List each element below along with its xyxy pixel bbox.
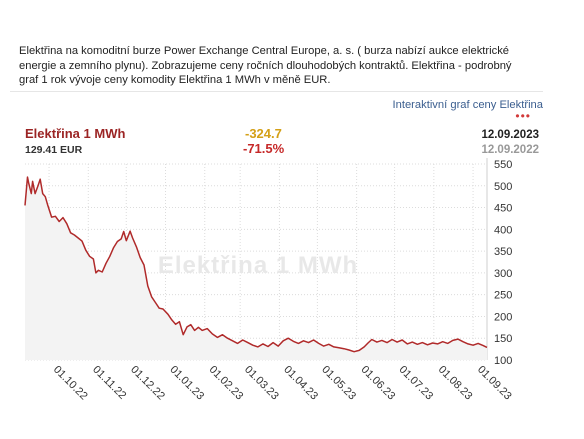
chart-panel: Interaktivní graf ceny Elektřina ••• Ele… (10, 91, 543, 439)
y-tick-label: 400 (494, 224, 512, 236)
x-tick-label: 01.05.23 (319, 364, 358, 403)
intro-line-1: Elektřina na komoditní burze Power Excha… (19, 45, 510, 57)
intro-text: Elektřina na komoditní burze Power Excha… (19, 44, 559, 88)
chart-watermark: Elektřina 1 MWh (158, 252, 358, 279)
series-area (25, 177, 487, 360)
more-dots-icon[interactable]: ••• (515, 109, 531, 123)
change-percent: -71.5% (243, 141, 285, 156)
x-tick-label: 01.10.22 (51, 364, 90, 403)
x-tick-label: 01.07.23 (396, 364, 435, 403)
x-tick-label: 01.11.22 (90, 364, 128, 402)
intro-line-3: graf 1 rok vývoje ceny komodity Elektřin… (19, 74, 331, 86)
y-tick-label: 350 (494, 246, 512, 258)
date-previous: 12.09.2022 (481, 144, 539, 156)
commodity-name: Elektřina 1 MWh (25, 126, 125, 141)
x-tick-label: 01.04.23 (281, 364, 320, 403)
y-tick-label: 200 (494, 311, 512, 323)
x-tick-label: 01.09.23 (475, 364, 514, 403)
current-price: 129.41 EUR (25, 144, 83, 156)
x-tick-label: 01.06.23 (359, 364, 398, 403)
x-tick-label: 01.12.22 (128, 364, 167, 403)
x-tick-label: 01.03.23 (242, 364, 281, 403)
y-tick-label: 100 (494, 355, 512, 367)
change-absolute: -324.7 (245, 126, 282, 141)
y-tick-label: 450 (494, 203, 512, 215)
x-tick-label: 01.01.23 (167, 364, 206, 403)
y-tick-label: 300 (494, 268, 512, 280)
y-tick-label: 150 (494, 333, 512, 345)
x-tick-label: 01.02.23 (207, 364, 246, 403)
y-tick-label: 550 (494, 159, 512, 171)
x-tick-label: 01.08.23 (436, 364, 475, 403)
series-line (24, 176, 488, 353)
date-current: 12.09.2023 (481, 129, 539, 141)
y-tick-label: 250 (494, 290, 512, 302)
y-tick-label: 500 (494, 181, 512, 193)
price-chart: Elektřina 1 MWh 129.41 EUR -324.7 -71.5%… (24, 126, 539, 403)
interactive-chart-link[interactable]: Interaktivní graf ceny Elektřina (392, 99, 543, 111)
intro-line-2: energie a zemního plynu). Zobrazujeme ce… (19, 59, 512, 72)
